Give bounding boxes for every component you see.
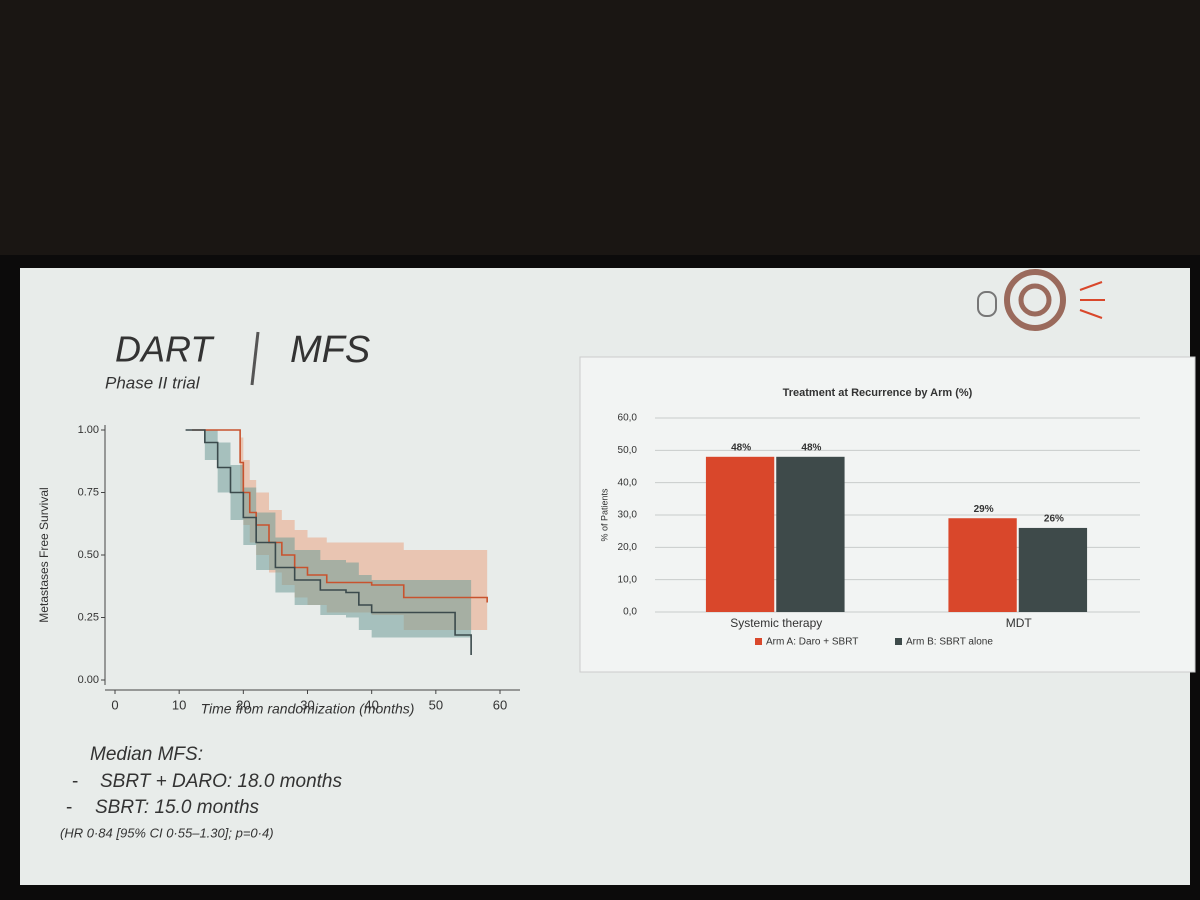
y-tick-label: 0.00 xyxy=(78,674,99,686)
x-tick-label: 30 xyxy=(300,697,314,712)
y-axis-label: Metastases Free Survival xyxy=(37,487,51,622)
slide-section: MFS xyxy=(290,329,370,371)
x-axis-label: Time from randomization (months) xyxy=(201,701,415,717)
y-tick-label: 60,0 xyxy=(618,413,638,424)
x-tick-label: 10 xyxy=(172,697,186,712)
y-tick-label: 10,0 xyxy=(618,574,638,585)
bar xyxy=(776,456,845,612)
title-divider xyxy=(250,331,260,386)
legend-swatch xyxy=(895,638,902,645)
y-axis-label: % of Patients xyxy=(599,488,609,542)
legend-swatch xyxy=(755,638,762,645)
y-tick-label: 30,0 xyxy=(618,510,638,521)
x-tick-label: 50 xyxy=(429,697,443,712)
chart-title: Treatment at Recurrence by Arm (%) xyxy=(783,387,973,399)
value-label: 26% xyxy=(1044,514,1064,525)
bullet: - xyxy=(66,797,72,818)
legend-label: Arm B: SBRT alone xyxy=(906,637,993,648)
bar xyxy=(948,518,1017,612)
x-tick-label: 40 xyxy=(364,697,378,712)
x-tick-label: 60 xyxy=(493,697,507,712)
value-label: 29% xyxy=(974,504,994,515)
slide-subtitle: Phase II trial xyxy=(105,373,201,392)
median-item: SBRT: 15.0 months xyxy=(95,797,260,818)
y-tick-label: 0.25 xyxy=(78,611,99,623)
y-tick-label: 20,0 xyxy=(618,542,638,553)
x-tick-label: Systemic therapy xyxy=(730,616,822,630)
y-tick-label: 0.50 xyxy=(78,549,99,561)
footnote: (HR 0·84 [95% CI 0·55–1.30]; p=0·4) xyxy=(60,825,274,840)
y-tick-label: 0,0 xyxy=(623,607,637,618)
value-label: 48% xyxy=(801,442,821,453)
bullet: - xyxy=(72,771,78,792)
survival-curve xyxy=(185,429,472,655)
y-tick-label: 40,0 xyxy=(618,477,638,488)
survival-curve xyxy=(192,429,488,603)
median-item: SBRT + DARO: 18.0 months xyxy=(100,771,342,792)
value-label: 48% xyxy=(731,442,751,453)
y-tick-label: 0.75 xyxy=(78,486,99,498)
legend-label: Arm A: Daro + SBRT xyxy=(766,637,858,648)
x-tick-label: MDT xyxy=(1006,616,1033,630)
x-tick-label: 20 xyxy=(236,697,250,712)
bar xyxy=(705,456,775,612)
y-tick-label: 1.00 xyxy=(78,424,99,436)
x-tick-label: 0 xyxy=(111,697,118,712)
bar xyxy=(1018,527,1088,612)
y-tick-label: 50,0 xyxy=(618,445,638,456)
slide-title: DART xyxy=(115,329,215,370)
median-heading: Median MFS: xyxy=(90,744,203,765)
logo xyxy=(977,269,1105,331)
